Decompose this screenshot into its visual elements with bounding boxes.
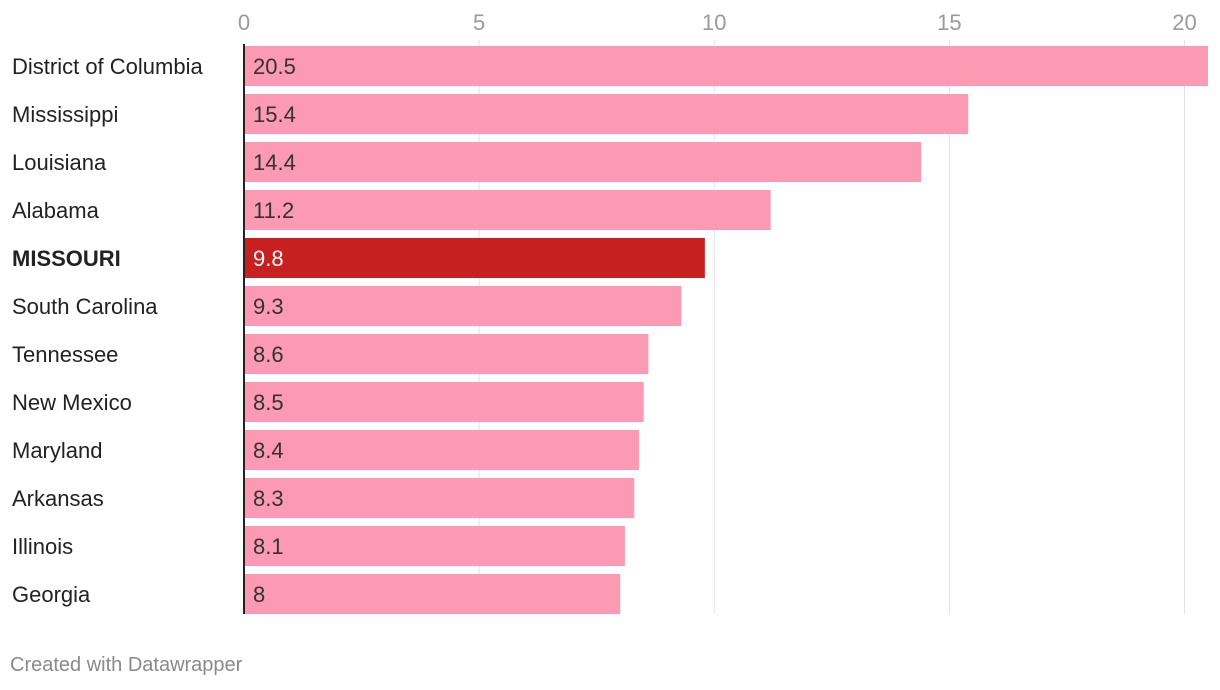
value-label: 8.5 — [253, 390, 284, 415]
x-tick-label: 20 — [1172, 10, 1196, 35]
value-label: 14.4 — [253, 150, 296, 175]
category-label: Illinois — [12, 534, 73, 559]
bar — [244, 334, 649, 374]
category-label: Georgia — [12, 582, 91, 607]
bar-chart: 0 5 10 15 20 District of Columbia 20.5 Mississi… — [12, 10, 1208, 614]
value-label: 9.3 — [253, 294, 284, 319]
value-label: 8.3 — [253, 486, 284, 511]
bar — [244, 238, 705, 278]
value-label: 20.5 — [253, 54, 296, 79]
bar — [244, 430, 640, 470]
bar — [244, 478, 635, 518]
category-label: Tennessee — [12, 342, 118, 367]
category-label: Mississippi — [12, 102, 118, 127]
bar — [244, 574, 621, 614]
category-label: South Carolina — [12, 294, 158, 319]
value-label: 11.2 — [253, 198, 294, 223]
bar — [244, 382, 644, 422]
bar — [244, 142, 922, 182]
bar — [244, 94, 969, 134]
x-tick-label: 15 — [937, 10, 961, 35]
value-label: 8.4 — [253, 438, 284, 463]
value-label: 8 — [253, 582, 265, 607]
category-label: Louisiana — [12, 150, 107, 175]
category-label: District of Columbia — [12, 54, 203, 79]
value-label: 9.8 — [253, 246, 284, 271]
category-label: Maryland — [12, 438, 102, 463]
bar — [244, 286, 682, 326]
credit-footer: Created with Datawrapper — [10, 654, 243, 676]
category-label: Alabama — [12, 198, 100, 223]
category-label: MISSOURI — [12, 246, 121, 271]
bar — [244, 526, 625, 566]
x-tick-label: 5 — [473, 10, 485, 35]
bar — [244, 46, 1208, 86]
value-label: 8.1 — [253, 534, 284, 559]
x-tick-label: 10 — [702, 10, 726, 35]
x-tick-label: 0 — [238, 10, 250, 35]
category-label: Arkansas — [12, 486, 104, 511]
value-label: 15.4 — [253, 102, 296, 127]
bar — [244, 190, 771, 230]
value-label: 8.6 — [253, 342, 284, 367]
category-label: New Mexico — [12, 390, 132, 415]
